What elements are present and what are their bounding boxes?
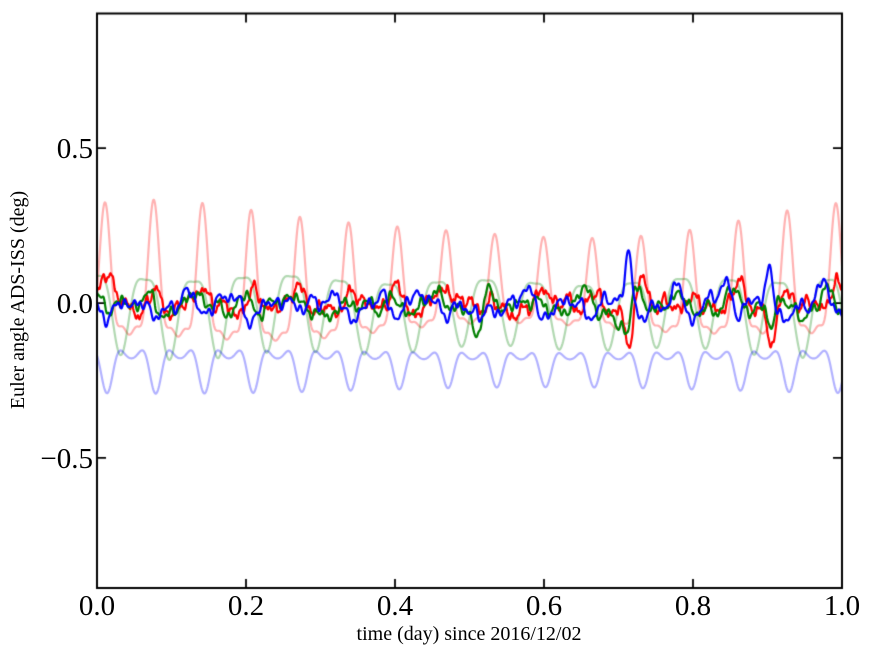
y-axis-label: Euler angle ADS-ISS (deg): [7, 190, 29, 410]
x-tick-label-1: 0.2: [227, 590, 265, 622]
y-tick-label-2: −0.5: [40, 443, 93, 475]
x-tick-label-2: 0.4: [376, 590, 414, 622]
y-tick-label-0: 0.5: [56, 133, 93, 165]
x-axis-label: time (day) since 2016/12/02: [356, 623, 582, 645]
x-tick-label-0: 0.0: [78, 590, 116, 622]
x-tick-label-3: 0.6: [525, 590, 563, 622]
y-tick-label-1: 0.0: [56, 288, 93, 320]
x-tick-label-5: 1.0: [823, 590, 861, 622]
x-tick-label-4: 0.8: [674, 590, 712, 622]
